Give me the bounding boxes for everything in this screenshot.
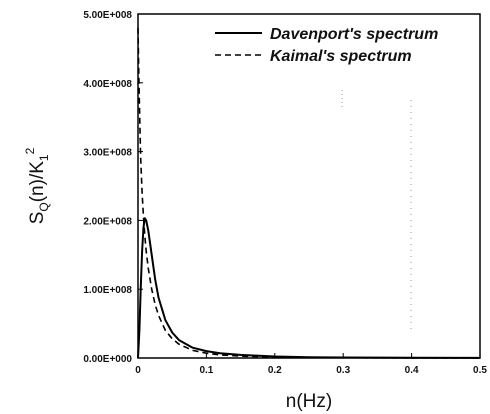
legend-label-davenport: Davenport's spectrum (270, 26, 438, 43)
y-tick-label: 0.00E+000 (83, 354, 132, 365)
x-tick-label: 0.5 (473, 365, 487, 376)
svg-text:SQ(n)/K12: SQ(n)/K12 (23, 147, 51, 224)
y-tick-labels: 0.00E+000 1.00E+008 2.00E+008 3.00E+008 4.00… (83, 10, 132, 365)
y-title-sup-2: 2 (23, 147, 37, 154)
y-title-sub-1: 1 (37, 154, 51, 161)
x-tick-label: 0.3 (336, 365, 350, 376)
y-tick-label: 2.00E+008 (83, 216, 132, 227)
plot-frame (137, 13, 481, 359)
x-tick-label: 0.2 (268, 365, 282, 376)
x-axis-title: n(Hz) (286, 391, 332, 412)
x-tick-label: 0 (135, 365, 141, 376)
y-title-n: (n)/K (27, 161, 48, 203)
y-title-sub-q: Q (37, 202, 51, 211)
y-axis-title: SQ(n)/K12 (23, 147, 51, 224)
legend: Davenport's spectrum Kaimal's spectrum (215, 26, 438, 65)
x-tick-label: 0.1 (199, 365, 213, 376)
series-line-kaimal (137, 27, 481, 359)
x-tick-label: 0.4 (405, 365, 419, 376)
y-tick-label: 4.00E+008 (83, 79, 132, 90)
y-tick-label: 5.00E+008 (83, 10, 132, 21)
y-tick-label: 1.00E+008 (83, 285, 132, 296)
series-layer (137, 27, 481, 359)
series-line-davenport (137, 217, 481, 359)
legend-label-kaimal: Kaimal's spectrum (270, 48, 412, 65)
plot-area (137, 27, 481, 359)
y-tick-label: 3.00E+008 (83, 148, 132, 159)
axis-ticks (137, 13, 481, 359)
x-tick-labels: 0 0.1 0.2 0.3 0.4 0.5 (135, 365, 487, 376)
y-title-s: S (27, 212, 48, 225)
